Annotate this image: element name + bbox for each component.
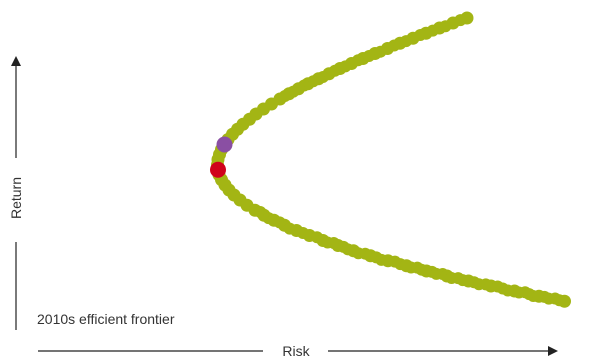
frontier-annotation: 2010s efficient frontier [37,311,175,327]
highlight-red-point [210,161,226,178]
y-axis-label: Return [8,177,24,219]
highlight-purple-point [216,136,233,153]
chart-marks [210,11,571,308]
x-axis-label: Risk [282,343,310,359]
frontier-point [558,294,571,308]
